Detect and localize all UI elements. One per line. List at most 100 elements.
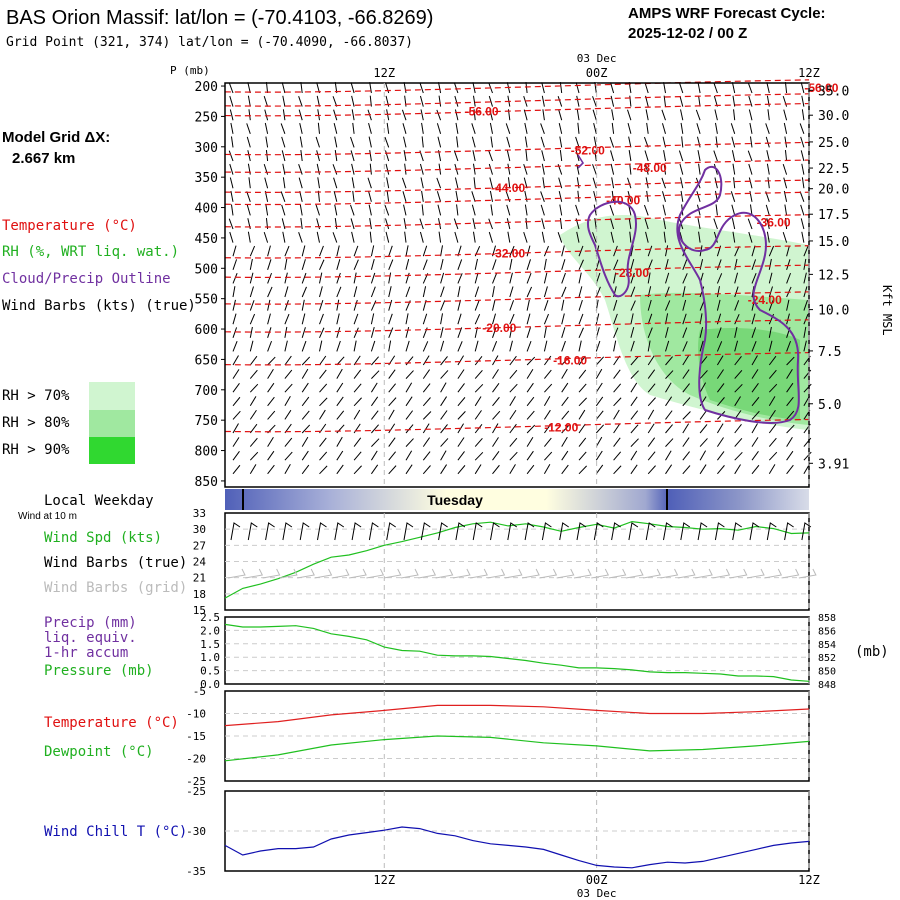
wind-barb-staff <box>509 258 513 270</box>
wind-barb-staff <box>436 191 442 202</box>
panel-tick-label: 30 <box>193 523 206 536</box>
series-line <box>224 520 810 599</box>
wind-barb-staff <box>524 136 528 148</box>
wind-barb-staff <box>317 109 320 121</box>
grid-wind-barb <box>297 568 315 579</box>
wind-barb-staff <box>716 327 722 338</box>
wind-barb-staff <box>595 368 603 379</box>
wind-barb-staff <box>336 464 344 475</box>
pressure-tick-label: 200 <box>195 80 218 95</box>
kft-tick-label: 22.5 <box>818 162 849 177</box>
panel-tick-label: -35 <box>186 865 206 878</box>
wind-barb-staff <box>488 163 493 175</box>
wind-barb-staff <box>332 96 338 107</box>
wind-barb-staff <box>353 259 359 270</box>
wind-barb-staff <box>730 191 736 202</box>
surface-wind-barb <box>732 522 742 541</box>
wind-barb-staff <box>353 437 362 447</box>
wind-barb-staff <box>768 464 776 475</box>
wind-barb-staff <box>782 231 788 243</box>
wind-barb-staff <box>803 340 807 352</box>
wind-barb-staff <box>403 218 407 230</box>
wind-barb-staff <box>351 231 355 243</box>
wind-barb-staff <box>613 451 622 461</box>
wind-barb-staff <box>403 136 407 148</box>
wind-barb-staff <box>765 204 770 216</box>
pressure-line <box>224 623 810 682</box>
wind-barb-staff <box>422 451 431 461</box>
wind-barb-staff <box>319 245 324 257</box>
wind-barb-staff <box>440 340 445 352</box>
surface-wind-barb <box>541 522 552 541</box>
wind-barb-staff <box>265 136 269 148</box>
wind-barb-staff <box>267 259 272 270</box>
wind-barb-staff <box>751 327 757 338</box>
wind-barb-staff <box>733 177 736 189</box>
wind-barb-staff <box>492 410 501 420</box>
wind-barb-staff <box>334 218 338 230</box>
grid-wind-barb <box>349 568 367 579</box>
wind-barb-staff <box>472 218 476 230</box>
wind-barb-staff <box>609 204 615 216</box>
wind-barb-staff <box>715 136 718 148</box>
wind-barb-staff <box>422 369 431 379</box>
wind-barb-staff <box>751 355 758 366</box>
wind-barb-staff <box>801 95 805 107</box>
wind-barb-staff <box>665 340 670 352</box>
wind-barb-staff <box>766 95 770 107</box>
wind-barb-staff <box>386 122 390 134</box>
isotherm-line <box>224 93 810 107</box>
wind-barb-staff <box>284 369 293 379</box>
surface-wind-barb <box>403 522 414 541</box>
wind-barb-staff <box>665 382 672 393</box>
wind-barb-staff <box>784 204 788 216</box>
isotherm-label: -56.00 <box>465 105 499 119</box>
wind-barb-staff <box>457 465 466 475</box>
wind-barb-staff <box>299 136 303 148</box>
surface-wind-barb <box>680 522 691 541</box>
wind-barb-staff <box>543 326 547 338</box>
isotherm-line <box>224 159 810 173</box>
wind-barb-staff <box>577 122 580 134</box>
cross-section-axes: 200 250 300 350 400 450 500 550 600 650 700 750 800 8… <box>170 64 894 490</box>
wind-barb-staff <box>388 245 393 257</box>
precip-label: Precip (mm) <box>44 615 137 631</box>
wind-barb-staff <box>474 300 480 311</box>
wind-barb-staff <box>267 437 274 447</box>
wind-barb-staff <box>370 245 375 257</box>
wind-barb-staff <box>665 245 669 257</box>
wind-barb-staff <box>352 122 355 134</box>
pressure-tick-label: 250 <box>195 110 218 125</box>
wind-barb-staff <box>370 340 376 352</box>
wind-barb-staff <box>246 136 251 148</box>
wind-barb-staff <box>630 396 638 407</box>
wind-barb-staff <box>301 368 309 379</box>
wind-barb-staff <box>561 464 569 475</box>
wind-barb-staff <box>734 356 742 366</box>
wind-barb-staff <box>455 122 459 134</box>
wind-barbs-true-label: Wind Barbs (true) <box>44 555 187 571</box>
wind-barb-staff <box>405 450 413 461</box>
wind-barb-staff <box>561 368 568 379</box>
wind-barb-staff <box>559 204 563 216</box>
wind-barb-staff <box>768 383 778 393</box>
bottom-time-tick-label: 00Z <box>586 873 608 887</box>
wind-barb-staff <box>457 259 463 270</box>
surface-wind-barb <box>334 522 345 541</box>
wind-barb-staff <box>697 150 701 162</box>
grid-wind-barb <box>798 568 817 579</box>
surface-wind-barb <box>559 522 569 541</box>
wind-barb-staff <box>647 299 652 311</box>
wind-barb-staff <box>440 300 446 311</box>
wind-barb-staff <box>248 177 251 189</box>
surface-wind-barb <box>282 522 293 541</box>
wind-barb-staff <box>284 383 293 393</box>
wind-barb-staff <box>247 150 251 162</box>
surface-wind-barb <box>490 522 500 541</box>
wind-barb-staff <box>716 286 720 298</box>
wind-barb-staff <box>593 191 597 202</box>
wind-barb-staff <box>733 109 736 121</box>
wind-barb-staff <box>768 396 776 407</box>
wind-barb-staff <box>749 136 753 148</box>
wind-barb-staff <box>492 341 498 352</box>
